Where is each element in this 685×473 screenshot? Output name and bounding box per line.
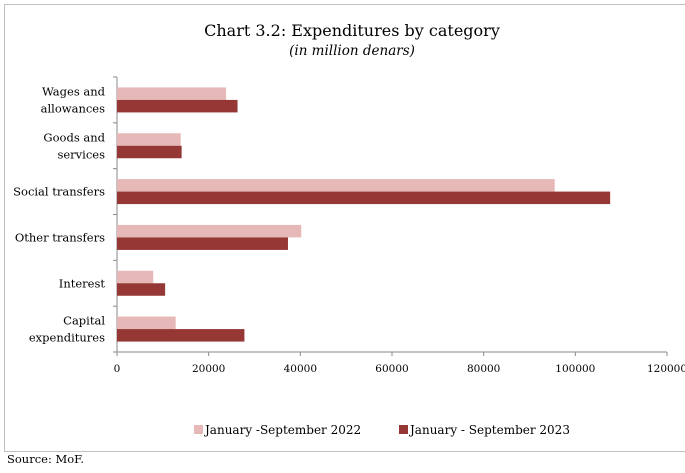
x-tick-label: 80000 <box>467 363 500 375</box>
bar-2022 <box>117 179 555 192</box>
x-tick-label: 100000 <box>555 363 595 375</box>
source-note: Source: MoF. <box>7 452 85 466</box>
category-label: allowances <box>41 101 105 115</box>
legend-swatch <box>194 425 203 434</box>
bar-2023 <box>117 283 166 296</box>
category-label: expenditures <box>29 331 105 345</box>
category-label: Interest <box>59 276 106 290</box>
chart-title: Chart 3.2: Expenditures by category <box>204 21 500 40</box>
bar-2023 <box>117 329 245 342</box>
chart-svg: Chart 3.2: Expenditures by category (in … <box>13 21 685 437</box>
bar-2022 <box>117 133 181 146</box>
category-label: Wages and <box>42 84 106 98</box>
x-tick-label: 60000 <box>375 363 408 375</box>
legend-swatch <box>399 425 408 434</box>
legend: January -September 2022 January - Septemb… <box>194 423 570 437</box>
category-label: services <box>57 147 105 161</box>
x-tick-label: 20000 <box>192 363 225 375</box>
category-label: Other transfers <box>15 230 105 244</box>
chart-subtitle: (in million denars) <box>289 43 415 59</box>
bar-2022 <box>117 87 227 100</box>
bar-2022 <box>117 316 176 330</box>
bar-2023 <box>117 99 238 113</box>
bar-2023 <box>117 237 288 250</box>
plot-area: 0 20000 40000 60000 80000 100000 120000 Wages a… <box>13 76 685 375</box>
legend-label: January -September 2022 <box>203 423 361 437</box>
x-tick-label: 40000 <box>284 363 317 375</box>
legend-label: January - September 2023 <box>408 423 570 437</box>
bar-2023 <box>117 191 611 205</box>
category-label: Social transfers <box>13 185 105 199</box>
bar-2022 <box>117 270 154 284</box>
bar-2023 <box>117 145 182 159</box>
x-tick-label: 0 <box>114 363 121 375</box>
category-label: Capital <box>63 314 105 328</box>
x-tick-label: 120000 <box>647 363 685 375</box>
category-label: Goods and <box>43 130 105 144</box>
bar-2022 <box>117 224 302 238</box>
chart-frame <box>4 4 685 452</box>
